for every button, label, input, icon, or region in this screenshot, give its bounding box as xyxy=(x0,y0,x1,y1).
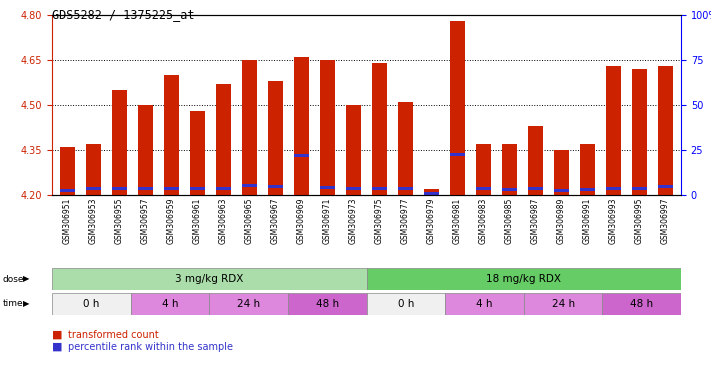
Bar xyxy=(60,147,75,195)
Text: 24 h: 24 h xyxy=(552,299,574,309)
Bar xyxy=(139,105,153,195)
Bar xyxy=(632,69,646,195)
Bar xyxy=(112,90,127,195)
Text: 0 h: 0 h xyxy=(397,299,414,309)
Bar xyxy=(555,150,569,195)
Bar xyxy=(242,60,257,195)
Bar xyxy=(658,184,673,187)
Text: ▶: ▶ xyxy=(23,275,29,283)
Text: 0 h: 0 h xyxy=(83,299,100,309)
Text: ■: ■ xyxy=(52,342,63,352)
Bar xyxy=(424,192,439,195)
Bar xyxy=(424,189,439,195)
Bar xyxy=(209,293,288,315)
Bar xyxy=(524,293,602,315)
Text: 48 h: 48 h xyxy=(316,299,338,309)
Bar xyxy=(476,187,491,190)
Bar xyxy=(580,187,594,190)
Bar xyxy=(52,293,131,315)
Text: 48 h: 48 h xyxy=(630,299,653,309)
Bar xyxy=(366,268,681,290)
Bar xyxy=(366,293,445,315)
Bar xyxy=(216,187,230,190)
Text: 18 mg/kg RDX: 18 mg/kg RDX xyxy=(486,274,561,284)
Bar xyxy=(268,184,283,187)
Text: dose: dose xyxy=(3,275,24,283)
Bar xyxy=(528,187,542,190)
Bar xyxy=(87,187,101,190)
Text: percentile rank within the sample: percentile rank within the sample xyxy=(68,342,232,352)
Bar xyxy=(450,21,464,195)
Bar xyxy=(445,293,524,315)
Bar xyxy=(87,144,101,195)
Bar xyxy=(658,66,673,195)
Text: 4 h: 4 h xyxy=(476,299,493,309)
Text: 3 mg/kg RDX: 3 mg/kg RDX xyxy=(175,274,243,284)
Text: ■: ■ xyxy=(52,330,63,340)
Text: ▶: ▶ xyxy=(23,300,29,308)
Bar xyxy=(52,268,366,290)
Bar xyxy=(502,144,517,195)
Bar xyxy=(398,102,412,195)
Bar xyxy=(602,293,681,315)
Bar xyxy=(294,57,309,195)
Bar xyxy=(164,75,178,195)
Bar xyxy=(450,153,464,156)
Bar xyxy=(606,66,621,195)
Bar xyxy=(131,293,209,315)
Bar xyxy=(321,186,335,189)
Bar xyxy=(294,154,309,157)
Bar xyxy=(476,144,491,195)
Bar xyxy=(139,187,153,190)
Text: GDS5282 / 1375225_at: GDS5282 / 1375225_at xyxy=(52,8,195,21)
Bar xyxy=(191,187,205,190)
Bar xyxy=(373,187,387,190)
Bar xyxy=(346,187,360,190)
Bar xyxy=(112,187,127,190)
Bar xyxy=(268,81,283,195)
Bar xyxy=(346,105,360,195)
Bar xyxy=(580,144,594,195)
Bar xyxy=(191,111,205,195)
Bar xyxy=(555,189,569,192)
Bar xyxy=(288,293,366,315)
Bar xyxy=(502,187,517,190)
Bar xyxy=(398,187,412,190)
Text: 4 h: 4 h xyxy=(161,299,178,309)
Bar xyxy=(632,187,646,190)
Bar xyxy=(60,189,75,192)
Bar xyxy=(606,187,621,190)
Text: 24 h: 24 h xyxy=(237,299,260,309)
Bar xyxy=(321,60,335,195)
Bar xyxy=(216,84,230,195)
Text: transformed count: transformed count xyxy=(68,330,159,340)
Text: time: time xyxy=(3,300,23,308)
Bar xyxy=(242,184,257,187)
Bar xyxy=(373,63,387,195)
Bar xyxy=(528,126,542,195)
Bar xyxy=(164,187,178,190)
